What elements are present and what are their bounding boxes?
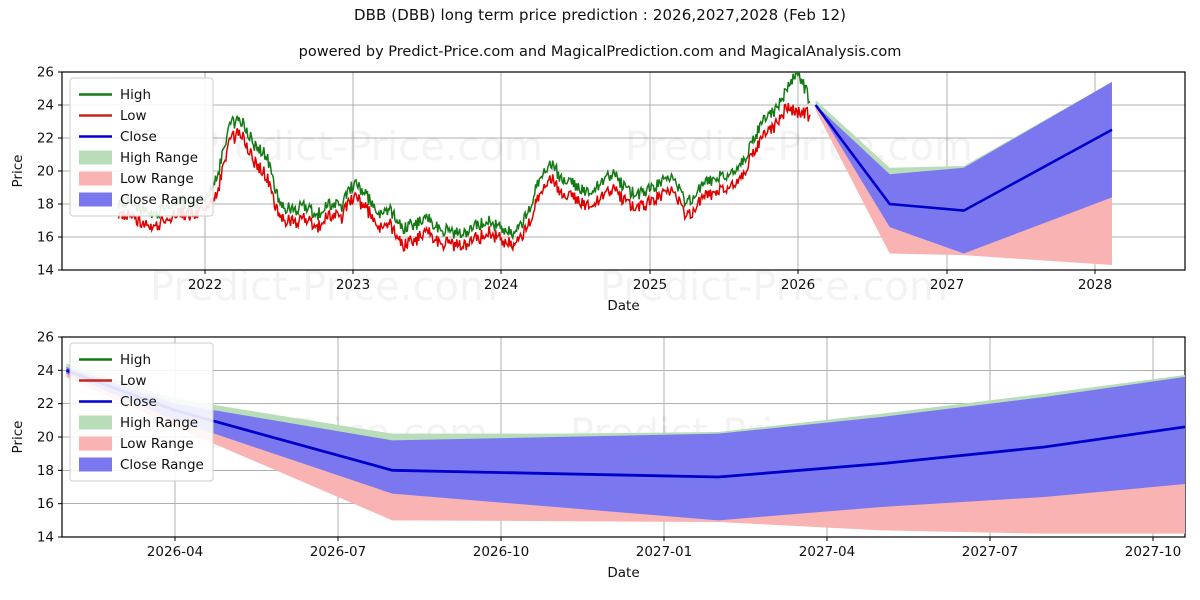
top-close-range-band: [815, 81, 1112, 254]
top-chart-legend-patch-swatch: [79, 150, 112, 165]
bottom-chart-xtick-label: 2026-07: [310, 544, 366, 560]
bottom-chart-xtick-label: 2027-04: [799, 544, 855, 560]
bottom-chart-yaxis-title: Price: [10, 421, 26, 454]
bottom-chart-legend-label: Close: [120, 394, 157, 410]
top-chart-xtick-label: 2027: [930, 277, 964, 293]
bottom-chart-ytick-label: 26: [37, 330, 54, 346]
top-chart-xtick-label: 2026: [781, 277, 815, 293]
bottom-close-series: [65, 369, 1185, 479]
top-chart-legend-label: High: [120, 87, 151, 103]
top-chart-legend-label: Close: [120, 129, 157, 145]
bottom-chart-legend-patch-swatch: [79, 436, 112, 451]
bottom-chart-legend-label: Close Range: [120, 457, 204, 473]
top-chart-legend-label: High Range: [120, 150, 198, 166]
bottom-chart-ytick-label: 14: [37, 530, 54, 546]
top-low-series: [117, 102, 811, 253]
bottom-chart: 14 16 18 20 22 24 26 2026-04 2026-07 2026-10 2027-…: [10, 330, 1186, 581]
top-chart-ytick-label: 20: [37, 164, 54, 180]
bottom-chart-legend-label: Low: [120, 373, 147, 389]
bottom-chart-xaxis-title: Date: [607, 565, 639, 581]
bottom-close-range-band: [66, 367, 1185, 521]
top-chart-xtick-label: 2023: [336, 277, 370, 293]
top-chart-ytick-label: 16: [37, 230, 54, 246]
bottom-chart-legend-label: Low Range: [120, 436, 194, 452]
bottom-chart-legend-label: High Range: [120, 415, 198, 431]
bottom-chart-xtick-label: 2027-01: [636, 544, 692, 560]
top-chart-ytick-label: 26: [37, 65, 54, 81]
top-chart-yaxis-title: Price: [10, 155, 26, 188]
page-subtitle: powered by Predict-Price.com and Magical…: [298, 44, 902, 60]
top-chart-xtick-label: 2025: [633, 277, 667, 293]
top-chart-legend-label: Low: [120, 108, 147, 124]
watermark-text: Predict-Price.com: [600, 264, 948, 310]
top-chart-ytick-label: 14: [37, 263, 54, 279]
bottom-chart-legend-label: High: [120, 352, 151, 368]
top-chart-legend-patch-swatch: [79, 192, 112, 207]
bottom-chart-xtick-label: 2027-10: [1125, 544, 1181, 560]
watermark-text: Predict-Price.com: [150, 264, 498, 310]
top-chart-xtick-label: 2024: [484, 277, 518, 293]
top-chart-xtick-label: 2022: [188, 277, 222, 293]
bottom-chart-ytick-label: 24: [37, 363, 54, 379]
top-chart-legend-label: Close Range: [120, 192, 204, 208]
bottom-chart-xtick-label: 2027-07: [962, 544, 1018, 560]
bottom-chart-legend-patch-swatch: [79, 415, 112, 430]
bottom-chart-ytick-label: 18: [37, 463, 54, 479]
bottom-chart-ytick-label: 22: [37, 396, 54, 412]
top-chart-xaxis-title: Date: [607, 298, 639, 314]
bottom-chart-xtick-label: 2026-04: [147, 544, 203, 560]
bottom-chart-xtick-label: 2026-10: [473, 544, 529, 560]
bottom-chart-ytick-label: 16: [37, 496, 54, 512]
top-high-series: [117, 72, 811, 241]
top-chart-ytick-label: 22: [37, 131, 54, 147]
top-chart-ytick-label: 18: [37, 197, 54, 213]
bottom-chart-ytick-label: 20: [37, 430, 54, 446]
top-close-series: [814, 104, 1113, 212]
top-chart-legend-label: Low Range: [120, 171, 194, 187]
bottom-chart-legend-patch-swatch: [79, 457, 112, 472]
top-chart-xtick-label: 2028: [1078, 277, 1112, 293]
page-title: DBB (DBB) long term price prediction : 2…: [353, 6, 847, 24]
top-chart-ytick-label: 24: [37, 98, 54, 114]
top-chart-legend-patch-swatch: [79, 171, 112, 186]
watermark-text: Predict-Price.com: [625, 124, 973, 170]
